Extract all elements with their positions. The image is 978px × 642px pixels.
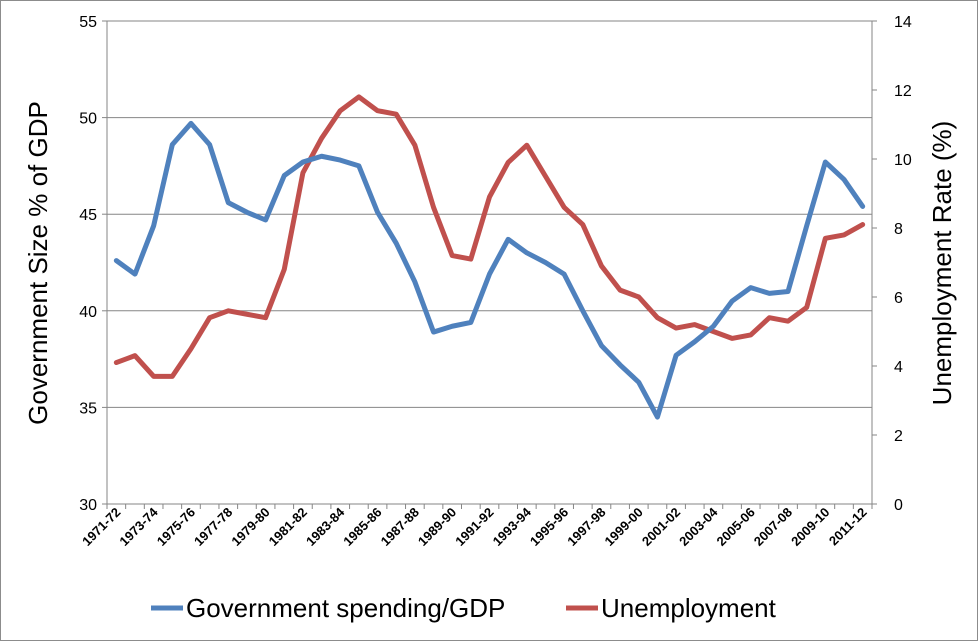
x-tick-label: 2009-10 bbox=[788, 505, 832, 549]
left-axis-title: Government Size % of GDP bbox=[23, 101, 53, 425]
x-tick-label: 1987-88 bbox=[378, 505, 422, 549]
right-axis-title: Unemployment Rate (%) bbox=[927, 121, 957, 406]
x-tick-label: 1995-96 bbox=[527, 505, 571, 549]
x-tick-label: 1977-78 bbox=[191, 505, 235, 549]
left-tick-label: 35 bbox=[79, 400, 97, 417]
gridlines bbox=[107, 20, 872, 505]
x-tick-label: 1991-92 bbox=[452, 505, 496, 549]
right-tick-label: 10 bbox=[894, 152, 912, 169]
legend-label: Unemployment bbox=[601, 593, 777, 623]
right-tick-label: 14 bbox=[894, 14, 912, 31]
x-tick-label: 1993-94 bbox=[490, 504, 535, 549]
legend: Government spending/GDP Unemployment bbox=[151, 593, 777, 623]
x-tick-label: 1989-90 bbox=[415, 505, 459, 549]
x-tick-label: 2005-06 bbox=[713, 505, 757, 549]
left-tick-label: 55 bbox=[79, 14, 97, 31]
left-tick-label: 40 bbox=[79, 304, 97, 321]
right-tick-label: 12 bbox=[894, 83, 912, 100]
series-lines bbox=[113, 94, 866, 420]
x-tick-label: 1979-80 bbox=[228, 505, 272, 549]
right-y-axis: 0 2 4 6 8 10 12 14 bbox=[871, 14, 912, 514]
series-line-government-spending bbox=[113, 120, 866, 420]
x-tick-label: 1975-76 bbox=[154, 505, 198, 549]
x-tick-label: 2011-12 bbox=[826, 505, 870, 549]
legend-label: Government spending/GDP bbox=[186, 593, 505, 623]
right-tick-label: 2 bbox=[894, 428, 903, 445]
right-tick-label: 8 bbox=[894, 221, 903, 238]
x-tick-label: 1997-98 bbox=[564, 505, 608, 549]
x-tick-label: 1983-84 bbox=[303, 504, 348, 549]
left-tick-label: 30 bbox=[79, 497, 97, 514]
right-tick-label: 6 bbox=[894, 290, 903, 307]
x-tick-label: 2007-08 bbox=[751, 505, 795, 549]
left-tick-label: 50 bbox=[79, 111, 97, 128]
left-tick-label: 45 bbox=[79, 207, 97, 224]
x-tick-label: 1973-74 bbox=[116, 504, 161, 549]
right-tick-label: 0 bbox=[894, 497, 903, 514]
x-axis: 1971-721973-741975-761977-781979-801981-… bbox=[79, 503, 873, 549]
x-tick-label: 1985-86 bbox=[340, 505, 384, 549]
right-tick-label: 4 bbox=[894, 359, 903, 376]
x-tick-label: 2001-02 bbox=[639, 505, 683, 549]
x-tick-label: 2003-04 bbox=[676, 504, 721, 549]
x-tick-label: 1999-00 bbox=[602, 505, 646, 549]
left-y-axis: 30 35 40 45 50 55 bbox=[79, 14, 108, 514]
series-line-unemployment bbox=[113, 94, 866, 379]
x-tick-label: 1981-82 bbox=[266, 505, 310, 549]
